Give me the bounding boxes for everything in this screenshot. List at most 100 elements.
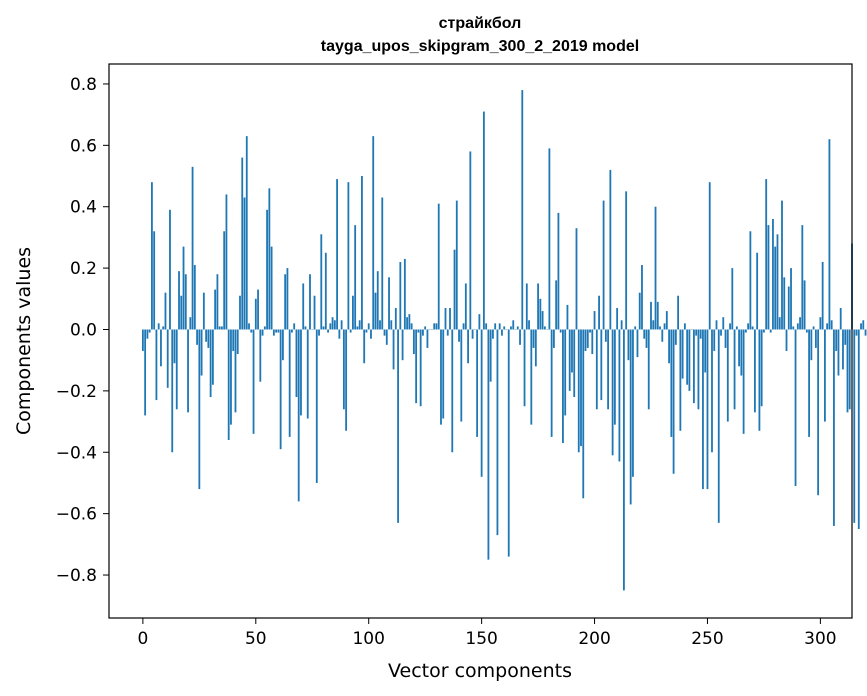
bar: [758, 329, 761, 431]
bar: [214, 289, 217, 330]
bar: [331, 317, 334, 330]
bar: [681, 329, 684, 379]
bar: [722, 317, 725, 330]
bar: [460, 329, 463, 422]
bar: [293, 323, 296, 330]
bar: [688, 329, 691, 391]
bar: [810, 329, 813, 361]
bar: [602, 200, 605, 330]
bar: [654, 206, 657, 330]
bar: [200, 329, 203, 376]
bar: [819, 317, 822, 330]
bar: [555, 280, 558, 330]
bar: [706, 329, 709, 490]
bar: [178, 271, 180, 330]
bar: [539, 298, 542, 330]
bar: [440, 329, 442, 425]
bar: [521, 90, 524, 330]
bar: [677, 295, 680, 330]
x-tick-label: 0: [137, 629, 148, 649]
bar: [643, 329, 646, 339]
bar: [464, 283, 467, 330]
bar: [593, 311, 596, 330]
bar: [519, 329, 521, 345]
bar: [446, 329, 449, 336]
bar: [173, 329, 176, 364]
bar: [221, 326, 223, 330]
bar: [573, 329, 576, 398]
x-tick-label: 150: [465, 629, 497, 649]
bar: [534, 329, 537, 367]
bar: [297, 329, 300, 502]
bar: [376, 271, 379, 330]
bar: [146, 329, 149, 339]
bar: [636, 329, 639, 358]
bar: [209, 329, 212, 398]
bar: [496, 329, 499, 536]
bar: [683, 323, 686, 330]
bar: [589, 329, 591, 333]
bar: [763, 329, 765, 333]
bar: [164, 292, 167, 330]
bar: [679, 329, 682, 431]
bar: [340, 320, 343, 330]
bar: [193, 265, 196, 330]
bar: [717, 329, 720, 523]
bar: [787, 286, 790, 330]
bar: [796, 323, 799, 330]
bar: [510, 326, 512, 330]
bar: [254, 298, 257, 330]
bar: [381, 197, 384, 330]
bar: [564, 329, 567, 416]
bar: [668, 329, 670, 364]
bar: [566, 304, 569, 330]
bar: [846, 329, 849, 413]
bar: [302, 283, 305, 330]
chart-subtitle: tayga_upos_skipgram_300_2_2019 model: [321, 38, 639, 55]
bar: [281, 329, 284, 361]
bar: [383, 329, 386, 336]
bar: [862, 320, 865, 330]
bar: [250, 329, 253, 333]
bar: [803, 280, 806, 330]
bar: [715, 320, 718, 330]
bar: [144, 329, 147, 416]
bar: [568, 329, 571, 391]
x-tick-label: 200: [578, 629, 610, 649]
bar: [417, 329, 420, 333]
bar: [182, 246, 185, 330]
bar: [345, 329, 348, 431]
bar: [160, 329, 162, 367]
bar: [801, 225, 804, 330]
bar: [559, 329, 562, 333]
y-tick-label: 0.2: [70, 259, 97, 279]
bar: [530, 329, 533, 425]
bar: [236, 329, 239, 355]
bar: [604, 329, 607, 342]
bar: [855, 329, 858, 336]
bar: [772, 219, 774, 330]
bar: [613, 329, 616, 425]
bar: [794, 329, 797, 487]
bar: [751, 326, 754, 330]
bar: [189, 317, 192, 330]
bar: [241, 157, 244, 330]
bar: [595, 329, 598, 410]
y-tick-label: −0.4: [56, 443, 97, 463]
bar: [528, 320, 530, 330]
bar: [860, 323, 862, 330]
bar: [729, 323, 731, 330]
bar: [693, 329, 695, 404]
bar: [541, 311, 544, 330]
bar: [419, 329, 422, 407]
bar: [697, 329, 700, 410]
bar: [812, 326, 815, 330]
bar: [437, 203, 440, 330]
bar: [864, 329, 867, 336]
bar: [620, 320, 623, 330]
bar: [503, 326, 506, 330]
bar: [270, 246, 273, 330]
bar: [372, 136, 375, 330]
bar: [444, 308, 447, 330]
